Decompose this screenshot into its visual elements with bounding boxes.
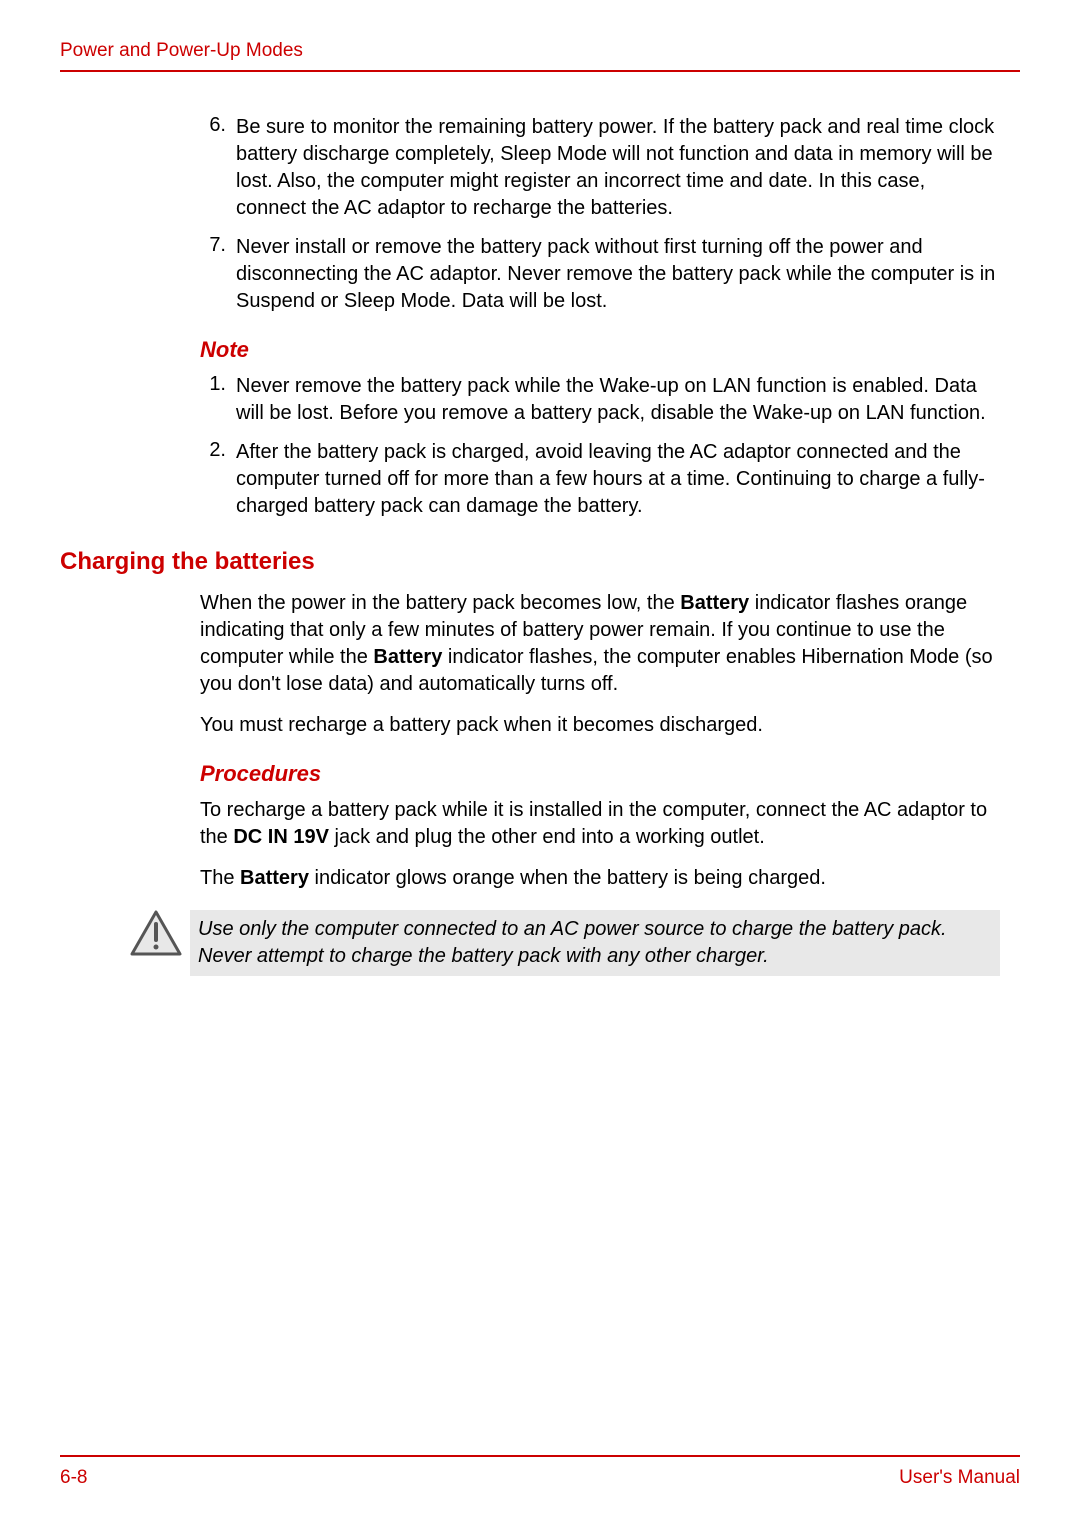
list-marker: 2. (200, 439, 236, 520)
list-marker: 6. (200, 114, 236, 222)
note-list: 1. Never remove the battery pack while t… (200, 373, 1000, 520)
list-item: 2. After the battery pack is charged, av… (200, 439, 1000, 520)
page-number: 6-8 (60, 1467, 87, 1489)
section-heading-wrap: Charging the batteries (60, 548, 1000, 576)
list-text: After the battery pack is charged, avoid… (236, 439, 1000, 520)
text-run: When the power in the battery pack becom… (200, 592, 680, 614)
caution-text: Use only the computer connected to an AC… (190, 910, 1000, 976)
charging-paragraph-2: You must recharge a battery pack when it… (200, 712, 1000, 739)
list-marker: 7. (200, 234, 236, 315)
warnings-list: 6. Be sure to monitor the remaining batt… (200, 114, 1000, 315)
page-content: 6. Be sure to monitor the remaining batt… (60, 114, 1020, 976)
list-marker: 1. (200, 373, 236, 427)
header-title: Power and Power-Up Modes (60, 40, 1020, 62)
bold-battery: Battery (240, 867, 309, 889)
procedures-heading: Procedures (200, 761, 1000, 787)
caution-row: Use only the computer connected to an AC… (130, 906, 1000, 976)
footer-row: 6-8 User's Manual (60, 1467, 1020, 1489)
text-run: The (200, 867, 240, 889)
header-rule (60, 70, 1020, 72)
list-item: 7. Never install or remove the battery p… (200, 234, 1000, 315)
page-footer: 6-8 User's Manual (60, 1455, 1020, 1489)
caution-body: Use only the computer connected to an AC… (190, 906, 1000, 976)
procedures-paragraph-2: The Battery indicator glows orange when … (200, 865, 1000, 892)
text-run: indicator glows orange when the battery … (309, 867, 826, 889)
bold-dcin: DC IN 19V (233, 826, 329, 848)
note-heading: Note (200, 337, 1000, 363)
manual-label: User's Manual (899, 1467, 1020, 1489)
bold-battery: Battery (680, 592, 749, 614)
page-header: Power and Power-Up Modes (60, 40, 1020, 72)
charging-paragraph-1: When the power in the battery pack becom… (200, 590, 1000, 698)
list-text: Be sure to monitor the remaining battery… (236, 114, 1000, 222)
footer-rule (60, 1455, 1020, 1457)
list-text: Never remove the battery pack while the … (236, 373, 1000, 427)
procedures-paragraph-1: To recharge a battery pack while it is i… (200, 797, 1000, 851)
section-heading: Charging the batteries (60, 548, 1000, 576)
bold-battery: Battery (373, 646, 442, 668)
list-text: Never install or remove the battery pack… (236, 234, 1000, 315)
warning-icon (130, 906, 190, 961)
list-item: 6. Be sure to monitor the remaining batt… (200, 114, 1000, 222)
list-item: 1. Never remove the battery pack while t… (200, 373, 1000, 427)
text-run: jack and plug the other end into a worki… (329, 826, 765, 848)
